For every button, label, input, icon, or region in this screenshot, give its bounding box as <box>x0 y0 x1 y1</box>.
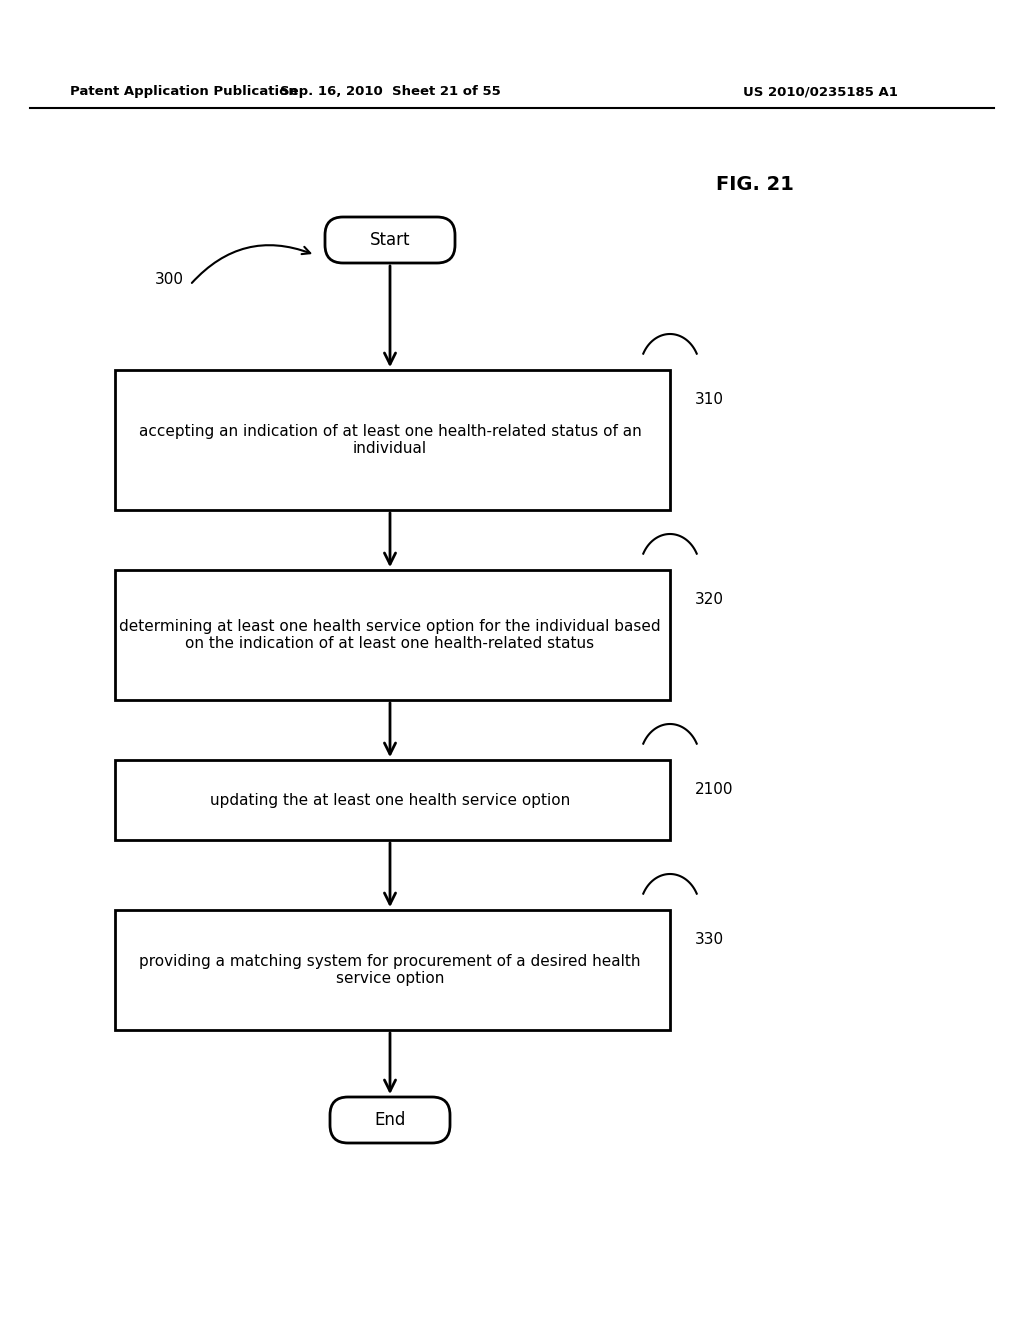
Text: 310: 310 <box>695 392 724 408</box>
Text: 300: 300 <box>155 272 184 288</box>
Text: Sep. 16, 2010  Sheet 21 of 55: Sep. 16, 2010 Sheet 21 of 55 <box>280 86 501 99</box>
Text: 2100: 2100 <box>695 783 733 797</box>
Text: determining at least one health service option for the individual based
on the i: determining at least one health service … <box>119 619 660 651</box>
FancyBboxPatch shape <box>330 1097 450 1143</box>
Text: 320: 320 <box>695 593 724 607</box>
FancyBboxPatch shape <box>115 370 670 510</box>
FancyBboxPatch shape <box>325 216 455 263</box>
Text: 330: 330 <box>695 932 724 948</box>
Text: Patent Application Publication: Patent Application Publication <box>70 86 298 99</box>
Text: Start: Start <box>370 231 411 249</box>
Text: providing a matching system for procurement of a desired health
service option: providing a matching system for procurem… <box>139 954 641 986</box>
Text: End: End <box>375 1111 406 1129</box>
FancyBboxPatch shape <box>115 570 670 700</box>
Text: updating the at least one health service option: updating the at least one health service… <box>210 792 570 808</box>
FancyBboxPatch shape <box>115 760 670 840</box>
FancyBboxPatch shape <box>115 909 670 1030</box>
Text: FIG. 21: FIG. 21 <box>716 176 794 194</box>
Text: accepting an indication of at least one health-related status of an
individual: accepting an indication of at least one … <box>138 424 641 457</box>
Text: US 2010/0235185 A1: US 2010/0235185 A1 <box>742 86 897 99</box>
